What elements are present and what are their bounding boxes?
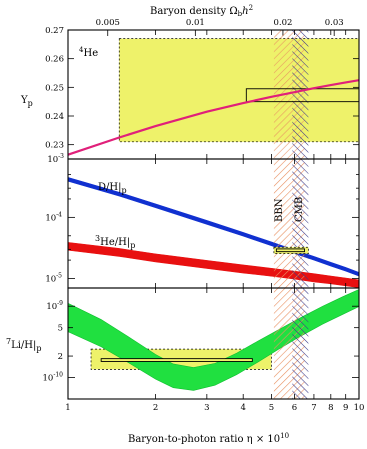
helium-4-label: 4He: [79, 46, 98, 59]
x-tick-label: 4: [240, 403, 245, 413]
helium-4-panel: 0.23 0.24 0.25 0.26 0.27 10-3 4He Yp: [20, 26, 360, 165]
top-axis-title: Baryon density Ωbh2: [150, 4, 253, 18]
cmb-band: [292, 288, 309, 399]
y-tick-label: 10-5: [45, 273, 62, 285]
y-tick-label: 5: [58, 324, 63, 334]
cmb-band-label: CMB: [294, 197, 305, 222]
x-axis-title: Baryon-to-photon ratio η × 1010: [128, 432, 289, 445]
lithium-inner-box: [100, 358, 253, 362]
deuterium-band: [68, 177, 359, 277]
y-tick-label: 0.24: [45, 112, 64, 122]
x-tick-label: 9: [343, 403, 348, 413]
lithium-panel-frame: [67, 287, 360, 400]
lithium-7-panel: 10-9 5 2 10-10 1 2 3 4 5 6 7 8 9 10 7Li/H|p: [6, 30, 364, 413]
helium-y-ticks: 0.23 0.24 0.25 0.26 0.27 10-3: [45, 26, 359, 165]
deuterium-y-ticks: 10-4 10-5: [45, 174, 359, 285]
top-tick-label: 0.01: [186, 18, 205, 28]
yp-axis-label: Yp: [20, 95, 33, 108]
x-tick-label: 6: [292, 403, 297, 413]
lithium-7-band: [68, 289, 359, 391]
deuterium-helium3-panel: 10-4 10-5 D/H|p 3He/H|p BBN CMB: [45, 158, 360, 289]
helium-inner-box: [245, 88, 359, 103]
deuterium-label: D/H|p: [98, 182, 127, 195]
y-tick-label: 0.26: [45, 55, 64, 65]
y-tick-label: 10-4: [45, 211, 62, 223]
helium-3-label: 3He/H|p: [95, 234, 135, 250]
top-tick-label: 0.02: [273, 18, 292, 28]
y-tick-label: 10-10: [43, 372, 64, 384]
y-tick-label: 10-9: [46, 300, 63, 312]
x-tick-label: 10: [354, 403, 365, 413]
bbn-band-label: BBN: [274, 198, 285, 222]
x-tick-label: 8: [328, 403, 333, 413]
x-tick-label: 5: [269, 403, 274, 413]
deuterium-observation-box: [273, 246, 309, 255]
helium-3-band: [68, 242, 359, 288]
x-tick-label: 2: [153, 403, 158, 413]
deuterium-inner-box: [275, 248, 306, 253]
helium-4-curve: [68, 79, 359, 156]
y-tick-label: 2: [58, 352, 63, 362]
y-tick-label: 0.27: [45, 26, 64, 36]
cmb-band: [292, 30, 309, 159]
top-tick-label: 0.005: [96, 18, 120, 28]
x-tick-label: 3: [204, 403, 209, 413]
x-tick-label: 7: [311, 403, 316, 413]
top-tick-label: 0.03: [325, 18, 344, 28]
y-tick-label: 0.25: [45, 83, 64, 93]
lithium-axis-label: 7Li/H|p: [6, 337, 42, 353]
x-axis-ticks: 1 2 3 4 5 6 7 8 9 10: [65, 30, 364, 413]
cmb-band: [292, 159, 309, 288]
y-tick-label: 0.23: [45, 141, 64, 151]
y-tick-label: 10-3: [47, 153, 64, 165]
x-tick-label: 1: [65, 403, 70, 413]
lithium-y-ticks: 10-9 5 2 10-10: [43, 300, 359, 384]
